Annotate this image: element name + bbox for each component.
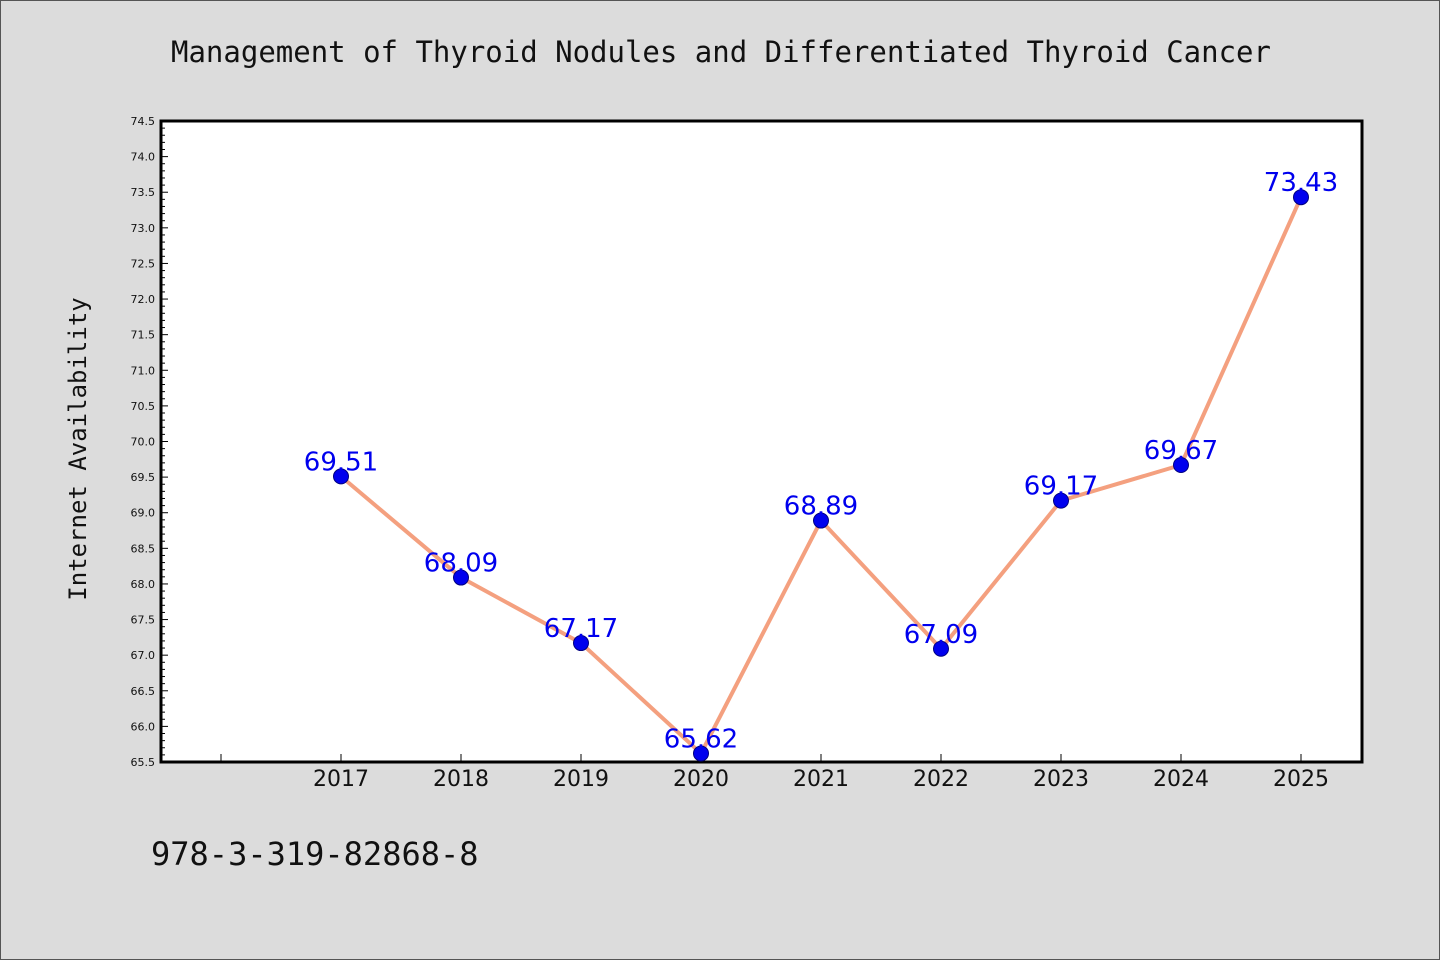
y-tick-label: 73.0 xyxy=(131,222,156,235)
data-point xyxy=(573,635,589,652)
y-axis-label: Internet Availability xyxy=(64,297,92,600)
x-tick-label: 2024 xyxy=(1153,767,1209,792)
data-point xyxy=(333,468,349,485)
x-tick-label: 2021 xyxy=(793,767,849,792)
y-tick-label: 65.5 xyxy=(131,756,156,769)
y-tick-label: 70.0 xyxy=(131,436,156,449)
data-label: 69.67 xyxy=(1144,436,1218,466)
data-series: 69.51 68.09 67.17 65.62 68.89 67.09 69.17 69.67… xyxy=(304,168,1338,762)
x-tick-label: 2023 xyxy=(1033,767,1089,792)
y-tick-label: 71.5 xyxy=(131,329,156,342)
data-point xyxy=(1293,189,1309,206)
y-tick-label: 72.5 xyxy=(131,257,156,270)
chart-title: Management of Thyroid Nodules and Differ… xyxy=(171,35,1271,69)
y-tick-label: 68.0 xyxy=(131,578,156,591)
y-tick-label: 74.5 xyxy=(131,115,156,128)
data-point xyxy=(933,640,949,657)
data-label: 69.17 xyxy=(1024,472,1098,502)
y-axis: 65.5 66.0 66.5 67.0 67.5 68.0 68.5 69.0 69.5 70.0… xyxy=(131,115,168,769)
y-tick-label: 74.0 xyxy=(131,151,156,164)
data-point xyxy=(1053,492,1069,509)
data-point xyxy=(693,745,709,762)
data-label: 69.51 xyxy=(304,447,378,477)
data-label: 65.62 xyxy=(664,724,738,754)
data-label: 67.09 xyxy=(904,620,978,650)
data-point xyxy=(1173,457,1189,474)
plot-area xyxy=(159,119,1364,764)
y-tick-label: 67.0 xyxy=(131,649,156,662)
data-label: 73.43 xyxy=(1264,168,1338,198)
y-tick-label: 72.0 xyxy=(131,293,156,306)
x-tick-label: 2017 xyxy=(313,767,369,792)
y-tick-label: 68.5 xyxy=(131,542,156,555)
x-tick-label: 2022 xyxy=(913,767,969,792)
y-tick-label: 73.5 xyxy=(131,186,156,199)
y-tick-label: 66.5 xyxy=(131,685,156,698)
data-label: 68.09 xyxy=(424,549,498,579)
x-tick-label: 2020 xyxy=(673,767,729,792)
isbn-text: 978-3-319-82868-8 xyxy=(151,835,479,873)
data-point xyxy=(813,512,829,529)
y-tick-label: 67.5 xyxy=(131,614,156,627)
y-tick-label: 70.5 xyxy=(131,400,156,413)
x-tick-label: 2019 xyxy=(553,767,609,792)
y-tick-label: 66.0 xyxy=(131,720,156,733)
x-axis: 2017 2018 2019 2020 2021 2022 2023 2024 2025 xyxy=(220,754,1329,792)
data-point xyxy=(453,569,469,586)
data-label: 67.17 xyxy=(544,614,618,644)
y-tick-label: 69.5 xyxy=(131,471,156,484)
x-tick-label: 2018 xyxy=(433,767,489,792)
data-label: 68.89 xyxy=(784,492,858,522)
y-tick-label: 71.0 xyxy=(131,364,156,377)
y-tick-label: 69.0 xyxy=(131,507,156,520)
x-tick-label: 2025 xyxy=(1273,767,1329,792)
